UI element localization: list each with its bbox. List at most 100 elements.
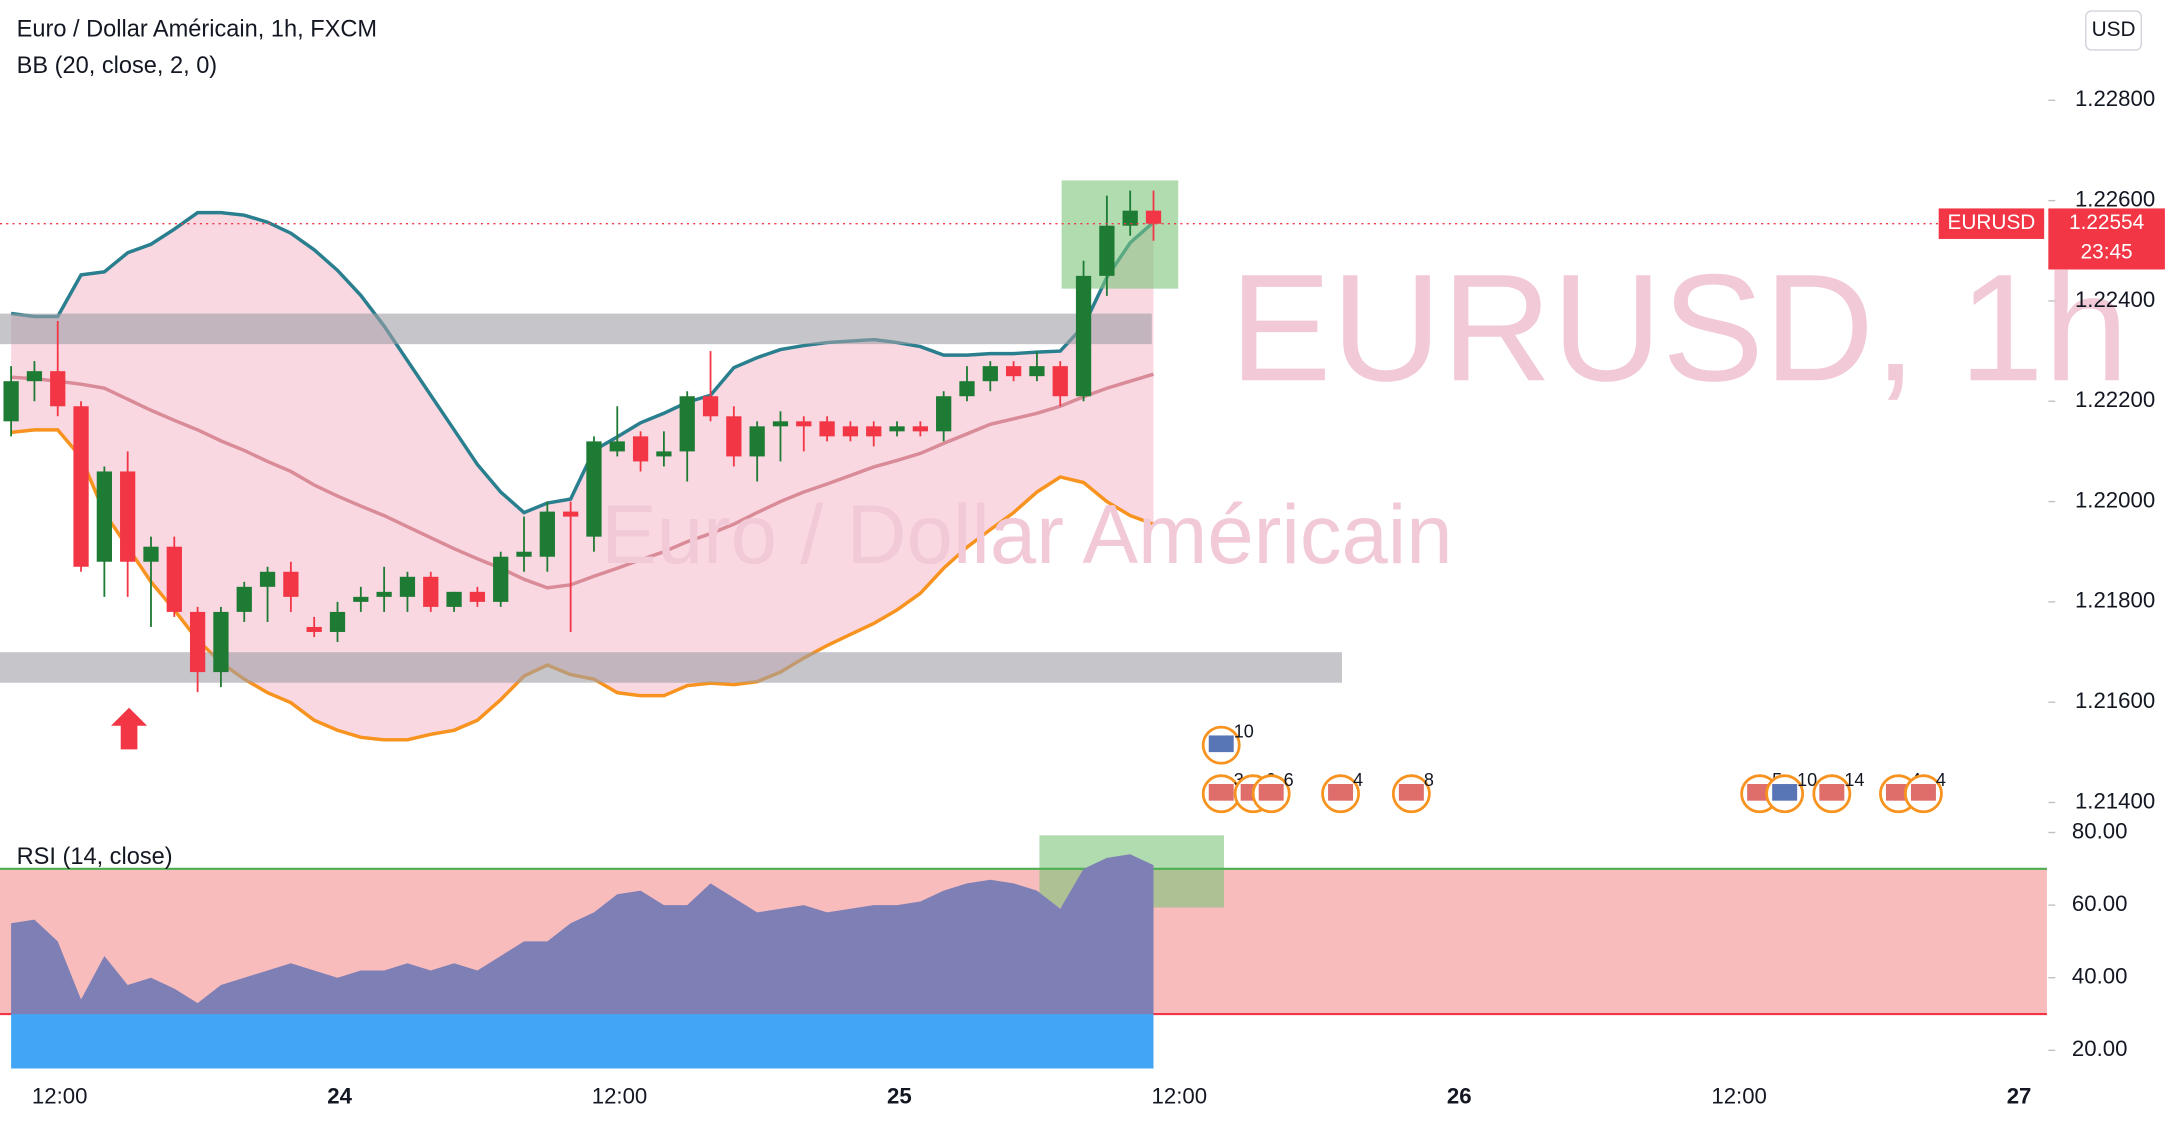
event-flag (1398, 784, 1424, 801)
candle-body (702, 396, 719, 417)
event-count: 3 (1234, 770, 1244, 790)
candle-body (1075, 275, 1092, 397)
candle-body (563, 511, 579, 517)
candle-body (306, 626, 322, 632)
candle-body (283, 571, 299, 597)
y-tick-label: 80.00 (2072, 818, 2128, 843)
x-tick-label: 25 (887, 1083, 912, 1108)
rsi-low-zone (11, 1014, 1154, 1069)
x-tick-label: 27 (2007, 1083, 2032, 1108)
candle-body (213, 611, 229, 673)
candle-body (120, 471, 136, 562)
x-tick-label: 12:00 (1711, 1083, 1767, 1108)
event-flag (1208, 735, 1234, 753)
candle-body (259, 571, 276, 587)
candle-body (493, 556, 509, 602)
y-tick-label: 20.00 (2072, 1036, 2128, 1061)
x-tick-label: 26 (1447, 1083, 1472, 1108)
candle-body (329, 611, 346, 632)
candle-body (726, 416, 742, 457)
rsi-title: RSI (14, close) (17, 843, 173, 869)
rsi-area (11, 854, 1154, 1015)
y-tick-label: 1.22400 (2075, 287, 2155, 312)
band-line (10, 210, 1155, 515)
candle-body (50, 371, 66, 407)
candle-body (26, 371, 43, 382)
candle-body (936, 396, 952, 432)
symbol-tag (1938, 208, 2045, 239)
candle-body (632, 436, 649, 462)
candle-body (959, 381, 975, 397)
y-tick-label: 40.00 (2072, 964, 2128, 989)
countdown: 23:45 (2081, 240, 2133, 263)
y-tick-label: 1.21800 (2075, 588, 2155, 613)
y-tick-label: 1.21600 (2075, 688, 2155, 713)
event-flag (1819, 784, 1845, 801)
y-tick-label: 1.22000 (2075, 487, 2155, 512)
candle-body (446, 591, 462, 607)
currency-button[interactable] (2085, 10, 2142, 51)
candle-body (1145, 210, 1162, 224)
event-flag (1772, 784, 1798, 801)
event-flag (1328, 784, 1354, 801)
event-count: 10 (1797, 770, 1817, 790)
candle-body (236, 586, 252, 612)
y-tick-label: 1.21400 (2075, 788, 2155, 813)
highlight-box (1061, 180, 1179, 289)
event-flag (1910, 784, 1936, 801)
candle-body (376, 591, 392, 597)
event-count: 8 (1424, 770, 1434, 790)
x-tick-label: 12:00 (592, 1083, 648, 1108)
y-tick-label: 60.00 (2072, 891, 2128, 916)
symbol-label: EURUSD (1948, 211, 2036, 234)
candle-body (3, 381, 19, 422)
event-count: 4 (1353, 770, 1363, 790)
candle-body (1029, 366, 1045, 377)
candle-body (96, 471, 112, 562)
event-count: 4 (1936, 770, 1946, 790)
y-tick-label: 1.22800 (2075, 86, 2155, 111)
currency[interactable]: USD (2092, 18, 2136, 41)
candle-body (399, 576, 416, 597)
event-count: 6 (1284, 770, 1294, 790)
resistance-zone (0, 313, 1152, 345)
indicator-label: BB (20, close, 2, 0) (17, 52, 218, 78)
watermark: Euro / Dollar Américain (601, 488, 1452, 581)
candle-body (982, 366, 998, 382)
chart-title: Euro / Dollar Américain, 1h, FXCM (17, 16, 377, 42)
candle-body (423, 576, 439, 607)
candle-body (1005, 366, 1022, 377)
event-flag (1208, 784, 1234, 801)
candle-body (1099, 225, 1115, 276)
data-layer: 1.22800 1.22600 1.22400 1.22200 1.22000 1.218… (0, 86, 2165, 1108)
candle-body (353, 596, 369, 602)
watermark: EURUSD, 1h (1230, 243, 2129, 413)
candle-body (912, 426, 928, 432)
candle-body (889, 426, 905, 432)
y-tick-label: 1.22200 (2075, 387, 2155, 412)
band-line (10, 372, 1155, 590)
candle-body (539, 511, 555, 557)
price-tag (2048, 208, 2165, 270)
arrow-up (111, 707, 148, 750)
event-count: 14 (1844, 770, 1864, 790)
candle-body (189, 611, 206, 673)
event-flag (1258, 784, 1284, 801)
candle-body (772, 421, 789, 427)
candle-body (469, 591, 486, 602)
last-price-label: 1.22554 (2069, 211, 2144, 234)
candle-body (143, 546, 159, 562)
candle-body (796, 421, 812, 427)
candle-body (749, 426, 765, 457)
candle-body (609, 441, 625, 452)
candle-body (866, 426, 882, 437)
event-count: 10 (1234, 721, 1254, 741)
candle-body (73, 406, 89, 567)
candle-body (842, 426, 859, 437)
x-tick-label: 12:00 (1152, 1083, 1208, 1108)
candle-body (656, 451, 672, 457)
candle-body (1122, 210, 1138, 226)
candle-body (166, 546, 182, 612)
